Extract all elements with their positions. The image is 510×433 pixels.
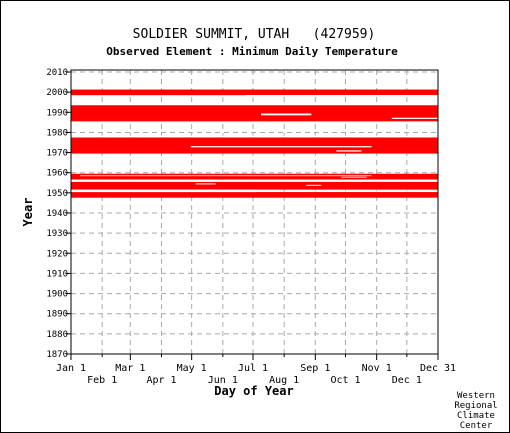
x-tick-label: Nov 1: [362, 363, 392, 374]
missing-period-gap: [71, 189, 257, 193]
x-axis-ticks: Jan 1 Mar 1 May 1 Jul 1 Sep 1 Nov 1 Dec 31 Feb …: [56, 354, 456, 386]
chart-title: SOLDIER SUMMIT, UTAH (427959): [133, 27, 376, 42]
y-axis-label: Year: [21, 198, 35, 227]
x-tick-label: Mar 1: [115, 363, 145, 374]
missing-period-gap: [92, 103, 439, 105]
x-tick-label: Feb 1: [87, 375, 117, 386]
x-tick-label: Aug 1: [269, 375, 299, 386]
y-tick-label: 1990: [46, 108, 68, 118]
credit-line: Regional: [454, 401, 497, 411]
missing-period-gap: [71, 179, 438, 182]
y-tick-label: 1940: [46, 209, 68, 219]
missing-period-gap: [195, 183, 216, 185]
y-tick-label: 1880: [46, 330, 68, 340]
x-axis-label: Day of Year: [214, 384, 293, 398]
plot-area-border: [70, 69, 439, 355]
observed-period-bar: [71, 137, 438, 154]
data-marks: [71, 89, 439, 198]
y-tick-label: 1920: [46, 249, 68, 259]
chart-subtitle: Observed Element : Minimum Daily Tempera…: [106, 45, 398, 58]
observed-period-bar: [71, 192, 438, 198]
y-tick-label: 1870: [46, 350, 68, 360]
x-tick-label: May 1: [177, 363, 207, 374]
x-tick-label: Oct 1: [330, 375, 360, 386]
y-tick-label: 1890: [46, 310, 68, 320]
x-tick-label: Apr 1: [146, 375, 176, 386]
missing-period-gap: [306, 184, 322, 186]
observed-period-bar: [71, 173, 438, 180]
y-tick-label: 1910: [46, 269, 68, 279]
missing-period-gap: [80, 175, 372, 177]
missing-period-gap: [391, 117, 438, 119]
credit-line: Western: [457, 391, 495, 401]
y-tick-label: 1930: [46, 229, 68, 239]
missing-period-gap: [261, 113, 312, 116]
credit-line: Center: [460, 421, 493, 431]
credit-block: Western Regional Climate Center: [454, 391, 497, 431]
y-tick-label: 2000: [46, 88, 68, 98]
x-tick-label: Jan 1: [56, 363, 86, 374]
missing-period-gap: [71, 135, 438, 138]
missing-period-gap: [341, 176, 367, 178]
y-tick-label: 1980: [46, 128, 68, 138]
x-tick-label: Jul 1: [238, 363, 268, 374]
missing-period-gap: [190, 146, 372, 148]
y-tick-label: 2010: [46, 68, 68, 78]
observed-period-bar: [71, 181, 438, 190]
x-tick-label: Dec 31: [420, 363, 456, 374]
y-axis-ticks: 1870 1880 1890 1900 1910 1920 1930 1940 1950 1960…: [46, 68, 71, 360]
observed-period-bar: [71, 89, 438, 96]
x-tick-label: Dec 1: [392, 375, 422, 386]
y-tick-label: 1950: [46, 189, 68, 199]
x-tick-label: Jun 1: [208, 375, 238, 386]
observed-period-bar: [71, 105, 438, 122]
missing-period-gap: [311, 190, 438, 192]
y-tick-label: 1900: [46, 290, 68, 300]
y-tick-label: 1970: [46, 149, 68, 159]
credit-line: Climate: [457, 411, 495, 421]
y-tick-label: 1960: [46, 169, 68, 179]
missing-period-gap: [245, 94, 438, 97]
missing-period-gap: [336, 150, 362, 152]
x-tick-label: Sep 1: [300, 363, 330, 374]
